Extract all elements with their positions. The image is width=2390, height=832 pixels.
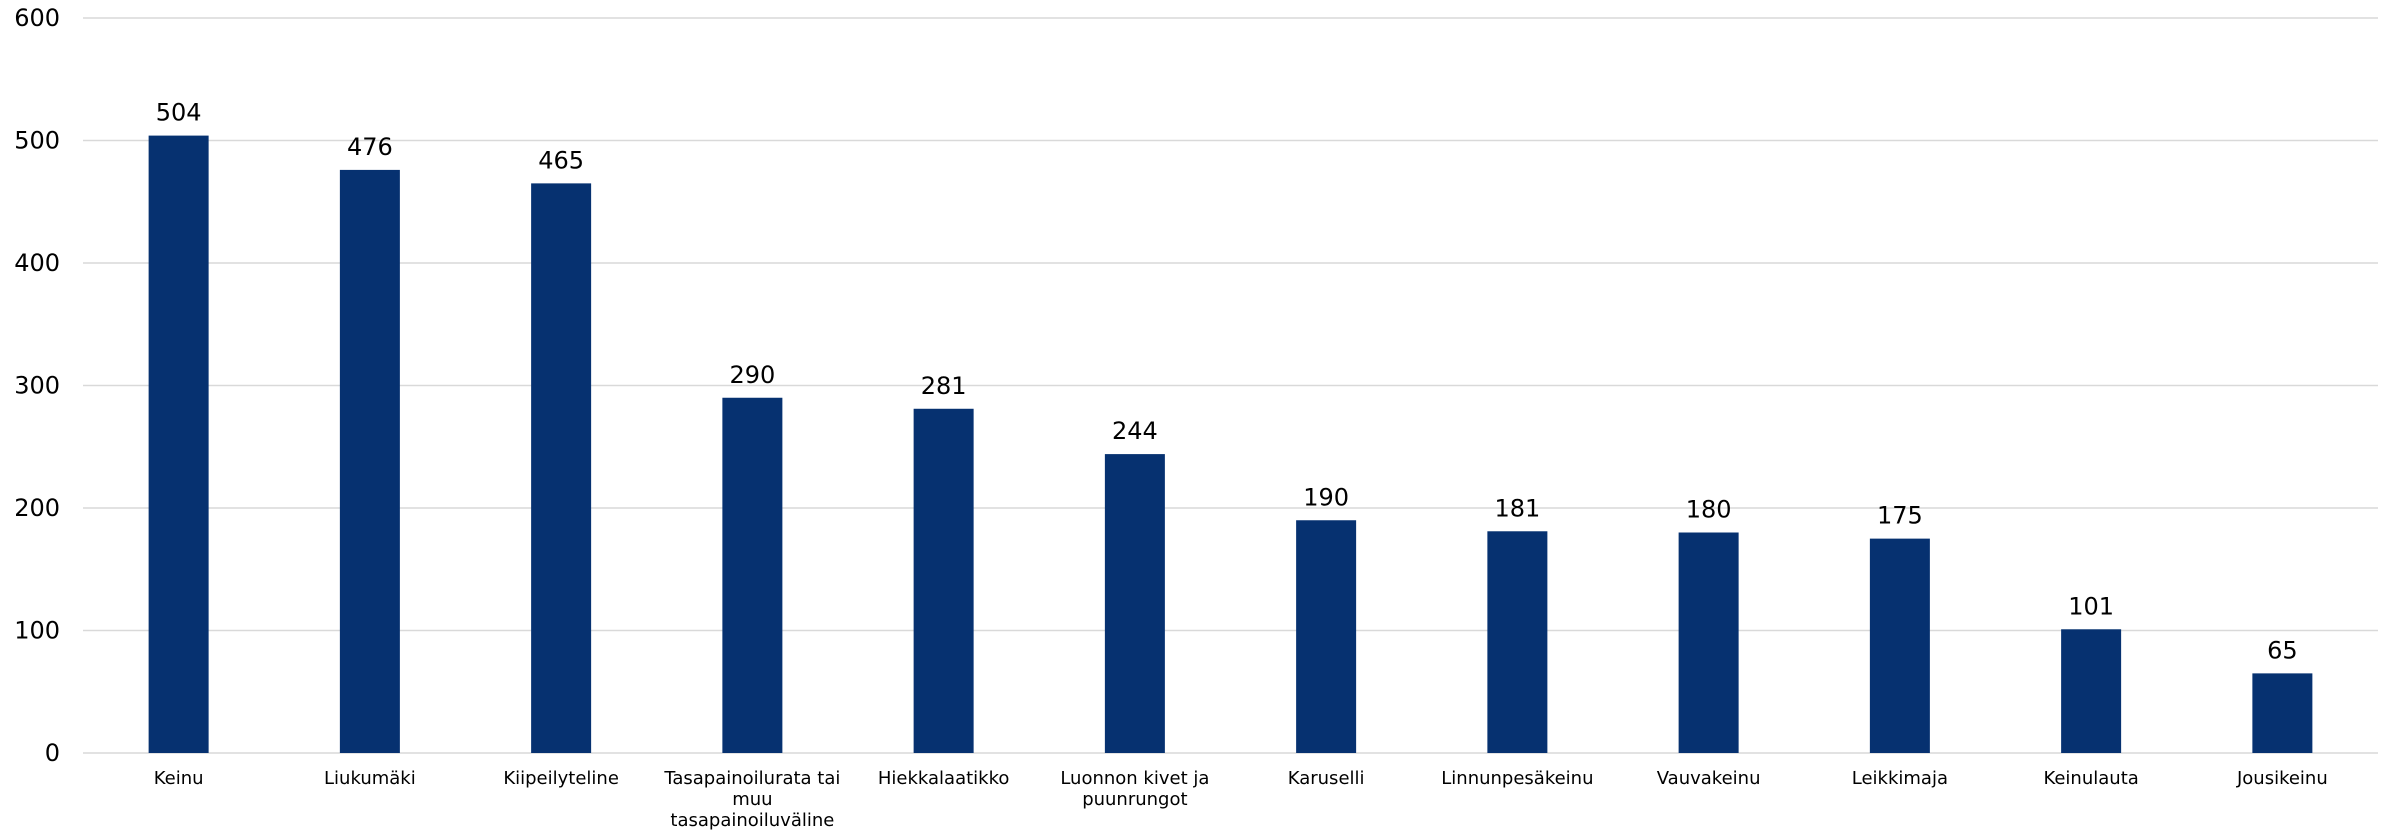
data-label: 504 bbox=[156, 99, 202, 127]
y-tick-label: 200 bbox=[14, 494, 60, 522]
bar bbox=[1487, 531, 1548, 753]
x-tick-label: Leikkimaja bbox=[1852, 768, 1948, 789]
data-label: 281 bbox=[921, 372, 967, 400]
x-tick-label: Keinulauta bbox=[2043, 768, 2138, 789]
data-label: 175 bbox=[1877, 502, 1923, 530]
x-axis-ticks: Keinu Liukumäki Kiipeilyteline Tasapainoilu… bbox=[154, 768, 2328, 831]
data-label: 180 bbox=[1686, 496, 1732, 524]
data-label: 181 bbox=[1494, 494, 1540, 522]
y-tick-label: 0 bbox=[45, 739, 60, 767]
bar bbox=[339, 169, 400, 753]
x-tick-label-line: Hiekkalaatikko bbox=[878, 768, 1010, 789]
x-tick-label-line: Jousikeinu bbox=[2236, 768, 2328, 789]
x-tick-label: Jousikeinu bbox=[2236, 768, 2328, 789]
bar bbox=[1104, 454, 1165, 753]
data-label: 476 bbox=[347, 133, 393, 161]
x-tick-label: Hiekkalaatikko bbox=[878, 768, 1010, 789]
y-tick-label: 400 bbox=[14, 249, 60, 277]
bar bbox=[1869, 538, 1930, 753]
x-tick-label-line: tasapainoiluväline bbox=[670, 810, 834, 831]
y-tick-label: 100 bbox=[14, 617, 60, 645]
bar bbox=[531, 183, 592, 753]
data-label: 465 bbox=[538, 146, 584, 174]
data-label: 290 bbox=[729, 361, 775, 389]
x-tick-label-line: Keinulauta bbox=[2043, 768, 2138, 789]
x-tick-label: Luonnon kivet ja puunrungot bbox=[1060, 768, 1209, 810]
x-tick-label-line: Linnunpesäkeinu bbox=[1441, 768, 1593, 789]
x-tick-label-line: Luonnon kivet ja bbox=[1060, 768, 1209, 789]
y-tick-label: 500 bbox=[14, 127, 60, 155]
data-labels: 504 476 465 290 281 244 190 181 180 175 101 65 bbox=[156, 99, 2298, 665]
bar bbox=[1678, 532, 1739, 753]
data-label: 244 bbox=[1112, 417, 1158, 445]
x-tick-label: Kiipeilyteline bbox=[503, 768, 619, 789]
x-tick-label: Linnunpesäkeinu bbox=[1441, 768, 1593, 789]
gridlines bbox=[83, 17, 2378, 754]
data-label: 101 bbox=[2068, 592, 2114, 620]
bar bbox=[1296, 520, 1357, 753]
x-tick-label-line: Vauvakeinu bbox=[1657, 768, 1761, 789]
bar bbox=[913, 408, 974, 753]
x-tick-label-line: Tasapainoilurata tai bbox=[663, 768, 840, 789]
y-tick-label: 300 bbox=[14, 372, 60, 400]
x-tick-label-line: puunrungot bbox=[1082, 789, 1187, 810]
x-tick-label: Tasapainoilurata tai muu tasapainoiluvälin… bbox=[663, 768, 840, 831]
x-tick-label-line: Liukumäki bbox=[324, 768, 416, 789]
data-label: 190 bbox=[1303, 483, 1349, 511]
data-label: 65 bbox=[2267, 636, 2298, 664]
bar bbox=[2061, 629, 2122, 753]
x-tick-label: Vauvakeinu bbox=[1657, 768, 1761, 789]
x-tick-label: Liukumäki bbox=[324, 768, 416, 789]
x-tick-label-line: Karuselli bbox=[1288, 768, 1365, 789]
bar bbox=[2252, 673, 2313, 753]
bar bbox=[148, 135, 209, 754]
x-tick-label: Keinu bbox=[154, 768, 204, 789]
bar bbox=[722, 397, 783, 753]
x-tick-label-line: Keinu bbox=[154, 768, 204, 789]
y-axis-ticks: 0 100 200 300 400 500 600 bbox=[14, 4, 60, 767]
x-tick-label-line: Leikkimaja bbox=[1852, 768, 1948, 789]
bars bbox=[148, 135, 2313, 754]
y-tick-label: 600 bbox=[14, 4, 60, 32]
x-tick-label-line: muu bbox=[732, 789, 772, 810]
x-tick-label: Karuselli bbox=[1288, 768, 1365, 789]
x-tick-label-line: Kiipeilyteline bbox=[503, 768, 619, 789]
